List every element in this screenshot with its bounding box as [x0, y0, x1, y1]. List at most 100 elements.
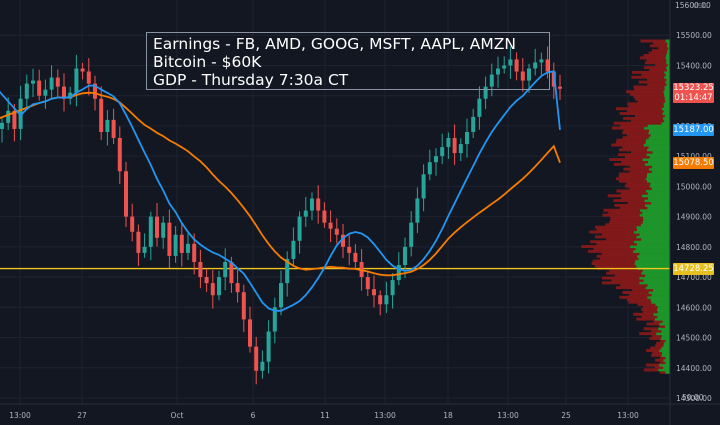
volume-profile-bar-red: [613, 162, 645, 166]
volume-profile-bar-green: [661, 121, 670, 125]
volume-profile-bar-green: [634, 261, 670, 265]
candle-body: [204, 277, 209, 284]
volume-profile-bar-red: [588, 249, 634, 253]
candle-body: [409, 222, 414, 247]
candle-body: [527, 68, 531, 81]
volume-profile-bar-red: [628, 300, 652, 304]
candle-body: [520, 71, 525, 81]
price-tick: 14400.00: [676, 364, 712, 373]
candle-body: [545, 59, 550, 72]
volume-profile-bar-red: [644, 61, 667, 65]
volume-profile-bar-red: [622, 131, 649, 135]
volume-profile-bar-green: [647, 283, 670, 287]
candle-body: [24, 83, 29, 99]
volume-profile-bar-red: [627, 102, 664, 106]
volume-profile-bar-red: [626, 109, 664, 113]
volume-profile-bar-red: [619, 179, 648, 183]
volume-profile-bar-green: [662, 112, 670, 116]
volume-profile-bar-red: [592, 259, 636, 263]
volume-profile-bar-red: [616, 138, 646, 142]
volume-profile-bar-green: [664, 75, 670, 79]
volume-profile-bar-green: [663, 102, 670, 106]
candle-body: [142, 246, 147, 253]
volume-profile-bar-red: [634, 97, 665, 101]
volume-profile-bar-red: [651, 334, 662, 338]
volume-profile-bar-green: [642, 157, 670, 161]
price-tick: 14500.00: [676, 334, 712, 343]
volume-profile-bar-green: [667, 41, 670, 45]
volume-profile-bar-red: [654, 365, 664, 369]
volume-profile-bar-green: [663, 341, 670, 345]
candle-body: [446, 138, 451, 148]
volume-profile-bar-green: [665, 356, 670, 360]
candle-body: [328, 222, 333, 229]
volume-profile-bar-red: [651, 49, 668, 53]
volume-profile-bar-green: [645, 203, 670, 207]
volume-profile-bar-red: [636, 317, 655, 321]
candle-body: [272, 307, 277, 332]
candle-body: [285, 258, 290, 284]
volume-profile-bar-red: [655, 63, 668, 67]
volume-profile-bar-red: [619, 112, 663, 116]
moving-average-slow: [0, 91, 561, 277]
volume-profile-bar-green: [660, 336, 670, 340]
candle-body: [514, 59, 519, 72]
volume-profile-bar-green: [661, 351, 670, 355]
volume-profile-bar-red: [607, 194, 642, 198]
volume-profile-bar-green: [659, 349, 670, 353]
volume-profile-bar-green: [661, 329, 670, 333]
volume-profile-bar-green: [662, 116, 670, 120]
volume-profile-bar-red: [620, 124, 648, 128]
candle-body: [93, 83, 97, 99]
price-tag-value: 15323.25: [673, 82, 714, 93]
candle-body: [533, 62, 538, 69]
volume-profile-bar-green: [666, 83, 670, 87]
volume-profile-bar-green: [638, 257, 670, 261]
candle-body: [217, 277, 221, 296]
price-tick: 14300.00: [676, 394, 712, 403]
candle-body: [266, 331, 271, 362]
candle-body: [421, 174, 426, 199]
candle-body: [192, 243, 197, 262]
volume-profile-bar-green: [644, 162, 670, 166]
volume-profile-bar-green: [656, 307, 670, 311]
volume-profile-bar-red: [641, 73, 666, 77]
volume-profile-bar-red: [621, 160, 649, 164]
volume-profile-bar-green: [648, 136, 670, 140]
volume-profile-bar-green: [645, 138, 670, 142]
candle-body: [508, 59, 513, 66]
volume-profile-bar-red: [637, 303, 656, 307]
volume-profile-bar-red: [656, 341, 664, 345]
volume-profile-bar-green: [641, 194, 670, 198]
annotation-box[interactable]: Earnings - FB, AMD, GOOG, MSFT, AAPL, AM…: [146, 32, 550, 90]
volume-profile-bar-red: [599, 257, 639, 261]
candle-body: [136, 231, 141, 253]
volume-profile-bar-red: [596, 242, 637, 246]
volume-profile-bar-green: [640, 223, 670, 227]
price-tick: 50.00: [682, 393, 704, 402]
volume-profile-bar-red: [595, 235, 637, 239]
volume-profile-bar-green: [634, 240, 670, 244]
volume-profile-bar-red: [619, 206, 648, 210]
volume-profile-bar-green: [651, 165, 670, 169]
volume-profile-bar-red: [614, 274, 646, 278]
volume-profile-bar-green: [643, 126, 670, 130]
volume-profile-bar-red: [634, 87, 665, 91]
candle-body: [68, 92, 73, 99]
volume-profile-bar-red: [624, 184, 650, 188]
volume-profile-bar-red: [660, 339, 666, 343]
volume-profile-bar-green: [667, 63, 670, 67]
volume-profile-bar-green: [658, 368, 670, 372]
volume-profile-bar-green: [636, 225, 670, 229]
candle-body: [210, 283, 215, 296]
volume-profile-bar-red: [660, 361, 666, 365]
volume-profile-bar-green: [647, 295, 670, 299]
volume-profile-bar-green: [665, 73, 670, 77]
volume-profile-bar-red: [596, 228, 637, 232]
volume-profile-bar-red: [637, 99, 666, 103]
volume-profile-bar-red: [626, 182, 651, 186]
volume-profile-bar-red: [653, 320, 663, 324]
volume-profile-bar-red: [646, 322, 660, 326]
volume-profile-bar-green: [663, 358, 670, 362]
volume-profile-bar-green: [650, 182, 670, 186]
